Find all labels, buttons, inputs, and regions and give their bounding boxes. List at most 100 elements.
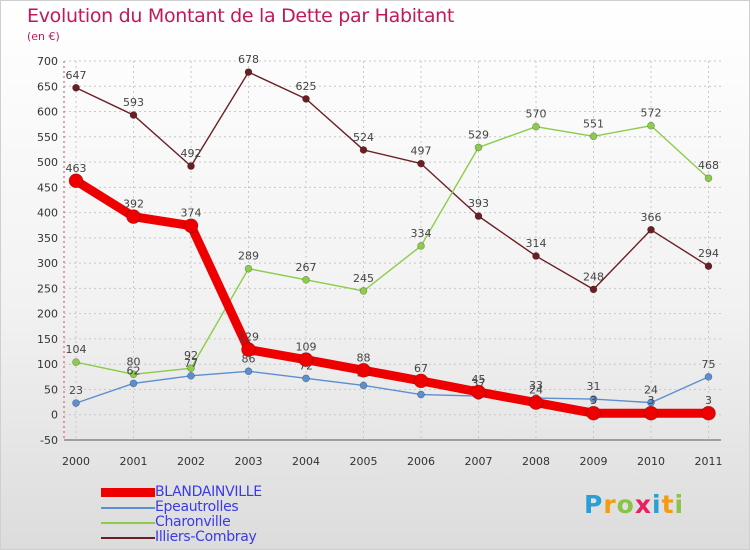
logo-letter: i <box>674 490 685 519</box>
data-point-illiers-combray <box>589 285 598 294</box>
data-point-charonville <box>589 132 598 141</box>
data-point-blandainville <box>586 405 601 421</box>
data-point-charonville <box>129 370 138 379</box>
data-point-charonville <box>72 358 80 366</box>
data-label-illiers-combray: 524 <box>353 131 374 144</box>
data-point-charonville <box>302 276 310 284</box>
data-point-illiers-combray <box>72 83 80 92</box>
data-point-epeautrolles <box>72 399 80 407</box>
data-label-charonville: 80 <box>127 355 141 368</box>
data-point-epeautrolles <box>187 372 195 380</box>
data-label-charonville: 92 <box>184 349 198 362</box>
data-label-charonville: 468 <box>698 159 719 172</box>
x-tick-label: 2008 <box>522 455 550 468</box>
data-label-blandainville: 129 <box>238 331 259 344</box>
x-tick-label: 2009 <box>580 455 608 468</box>
legend-label: Charonville <box>155 514 231 530</box>
logo-letter: o <box>616 490 635 519</box>
data-label-epeautrolles: 33 <box>529 379 543 392</box>
data-point-epeautrolles <box>129 379 138 388</box>
data-point-charonville <box>704 174 713 183</box>
data-point-charonville <box>244 264 253 273</box>
y-tick-label: 300 <box>37 257 58 270</box>
chart-subtitle: (en €) <box>27 30 60 43</box>
data-label-illiers-combray: 647 <box>66 69 87 82</box>
data-point-charonville <box>532 122 540 131</box>
data-label-blandainville: 3 <box>590 394 597 407</box>
data-label-blandainville: 24 <box>529 384 543 397</box>
series-line-blandainville <box>71 176 713 418</box>
data-point-charonville <box>647 121 655 130</box>
data-point-illiers-combray <box>302 95 310 103</box>
data-label-blandainville: 88 <box>357 351 371 364</box>
x-tick-label: 2007 <box>465 455 493 468</box>
y-tick-label: 250 <box>37 282 58 295</box>
data-label-illiers-combray: 678 <box>238 53 259 66</box>
data-label-epeautrolles: 62 <box>127 364 141 377</box>
data-point-illiers-combray <box>187 162 195 170</box>
data-point-blandainville <box>298 352 314 367</box>
legend-label: BLANDAINVILLE <box>155 484 262 500</box>
data-label-illiers-combray: 294 <box>698 247 719 260</box>
data-point-blandainville <box>643 405 659 421</box>
data-label-epeautrolles: 24 <box>644 384 658 397</box>
y-tick-label: 50 <box>44 383 58 396</box>
data-point-blandainville <box>68 173 84 189</box>
data-label-illiers-combray: 314 <box>526 237 547 250</box>
data-label-charonville: 245 <box>353 272 374 285</box>
x-tick-label: 2001 <box>120 455 148 468</box>
legend-label: Epeautrolles <box>155 499 239 515</box>
x-tick-label: 2004 <box>292 455 320 468</box>
data-label-blandainville: 45 <box>472 373 486 386</box>
data-point-illiers-combray <box>417 159 425 168</box>
logo-letter: P <box>584 490 604 519</box>
data-point-illiers-combray <box>532 252 540 260</box>
data-point-illiers-combray <box>244 68 253 76</box>
data-label-epeautrolles: 31 <box>587 380 601 393</box>
data-point-epeautrolles <box>417 390 425 399</box>
data-point-illiers-combray <box>359 146 368 154</box>
data-point-charonville <box>417 242 425 250</box>
legend-label: Illiers-Combray <box>155 529 257 545</box>
y-tick-label: 350 <box>37 232 58 245</box>
data-label-charonville: 529 <box>468 128 489 141</box>
y-tick-label: 200 <box>37 308 58 321</box>
data-label-illiers-combray: 625 <box>296 80 317 93</box>
series-line-charonville <box>75 124 710 376</box>
x-tick-label: 2006 <box>407 455 435 468</box>
data-point-blandainville <box>413 373 429 389</box>
y-tick-label: 400 <box>37 207 58 220</box>
data-label-charonville: 551 <box>583 117 604 130</box>
data-point-illiers-combray <box>474 212 483 220</box>
data-label-charonville: 289 <box>238 250 259 263</box>
data-point-blandainville <box>183 218 199 234</box>
data-point-blandainville <box>701 405 716 421</box>
legend-swatch <box>101 536 155 539</box>
data-label-illiers-combray: 393 <box>468 197 489 210</box>
data-label-epeautrolles: 77 <box>184 357 198 370</box>
data-point-charonville <box>359 287 368 295</box>
x-tick-label: 2011 <box>695 455 723 468</box>
logo-letter: x <box>634 490 652 519</box>
data-point-illiers-combray <box>704 262 713 270</box>
data-label-charonville: 334 <box>411 227 432 240</box>
y-tick-label: 700 <box>37 55 58 68</box>
data-label-blandainville: 374 <box>181 207 202 220</box>
data-point-epeautrolles <box>244 367 253 376</box>
data-point-illiers-combray <box>647 225 655 234</box>
data-label-charonville: 104 <box>66 343 87 356</box>
y-tick-label: 550 <box>37 131 58 144</box>
data-point-epeautrolles <box>302 374 310 383</box>
chart-title: Evolution du Montant de la Dette par Hab… <box>27 5 455 27</box>
data-point-epeautrolles <box>647 398 655 407</box>
x-tick-label: 2002 <box>177 455 205 468</box>
data-label-charonville: 267 <box>296 261 317 274</box>
data-label-charonville: 570 <box>526 108 547 121</box>
data-label-blandainville: 392 <box>123 198 144 211</box>
data-label-illiers-combray: 497 <box>411 145 432 158</box>
y-tick-label: 150 <box>37 333 58 346</box>
data-label-epeautrolles: 75 <box>702 358 716 371</box>
y-tick-label: 500 <box>37 156 58 169</box>
